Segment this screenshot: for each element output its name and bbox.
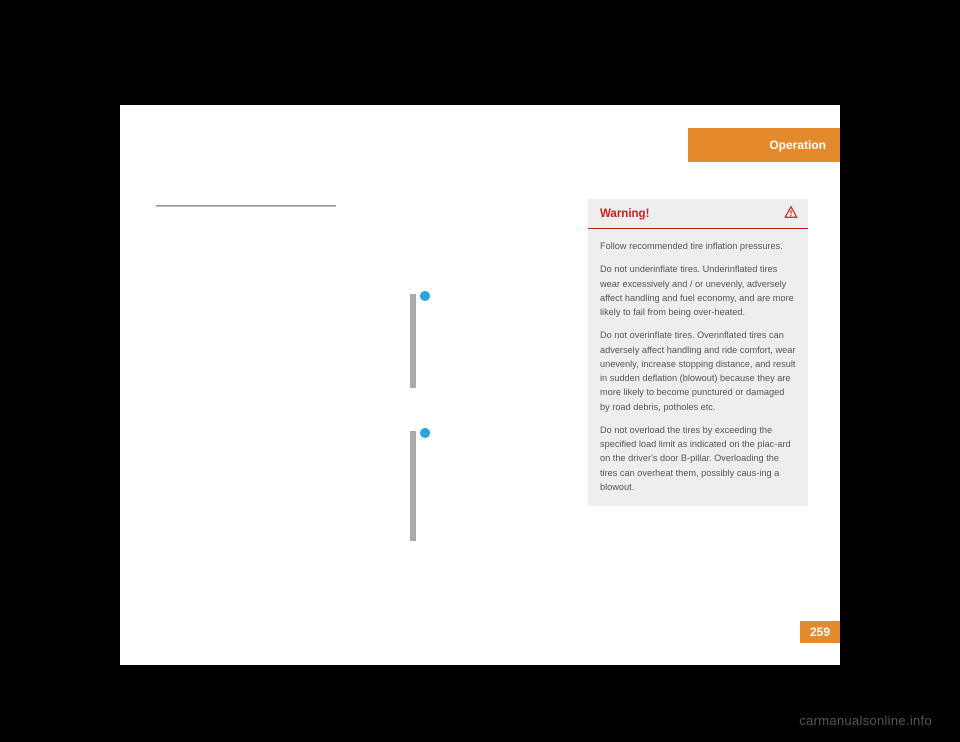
section-tab-label: Operation bbox=[769, 138, 826, 152]
note-bar bbox=[410, 294, 416, 388]
warning-paragraph: Do not overinflate tires. Overinflated t… bbox=[600, 328, 796, 414]
column-rule bbox=[156, 205, 336, 207]
warning-box: Warning! Follow recommended tire inflati… bbox=[588, 199, 808, 506]
bullet-icon bbox=[420, 428, 430, 438]
warning-paragraph: Do not overload the tires by exceeding t… bbox=[600, 423, 796, 494]
bullet-icon bbox=[420, 291, 430, 301]
warning-paragraph: Follow recommended tire inflation pressu… bbox=[600, 239, 796, 253]
warning-paragraph: Do not underinflate tires. Underinflated… bbox=[600, 262, 796, 319]
page-number: 259 bbox=[810, 625, 830, 639]
manual-page: Operation Warning! Follow recommended ti… bbox=[120, 105, 840, 665]
note-bar bbox=[410, 431, 416, 541]
watermark-text: carmanualsonline.info bbox=[799, 713, 932, 728]
warning-header: Warning! bbox=[588, 199, 808, 229]
section-tab: Operation bbox=[688, 128, 840, 162]
page-number-badge: 259 bbox=[800, 621, 840, 643]
warning-title: Warning! bbox=[600, 208, 649, 220]
warning-body: Follow recommended tire inflation pressu… bbox=[588, 229, 808, 506]
warning-icon bbox=[784, 205, 798, 222]
